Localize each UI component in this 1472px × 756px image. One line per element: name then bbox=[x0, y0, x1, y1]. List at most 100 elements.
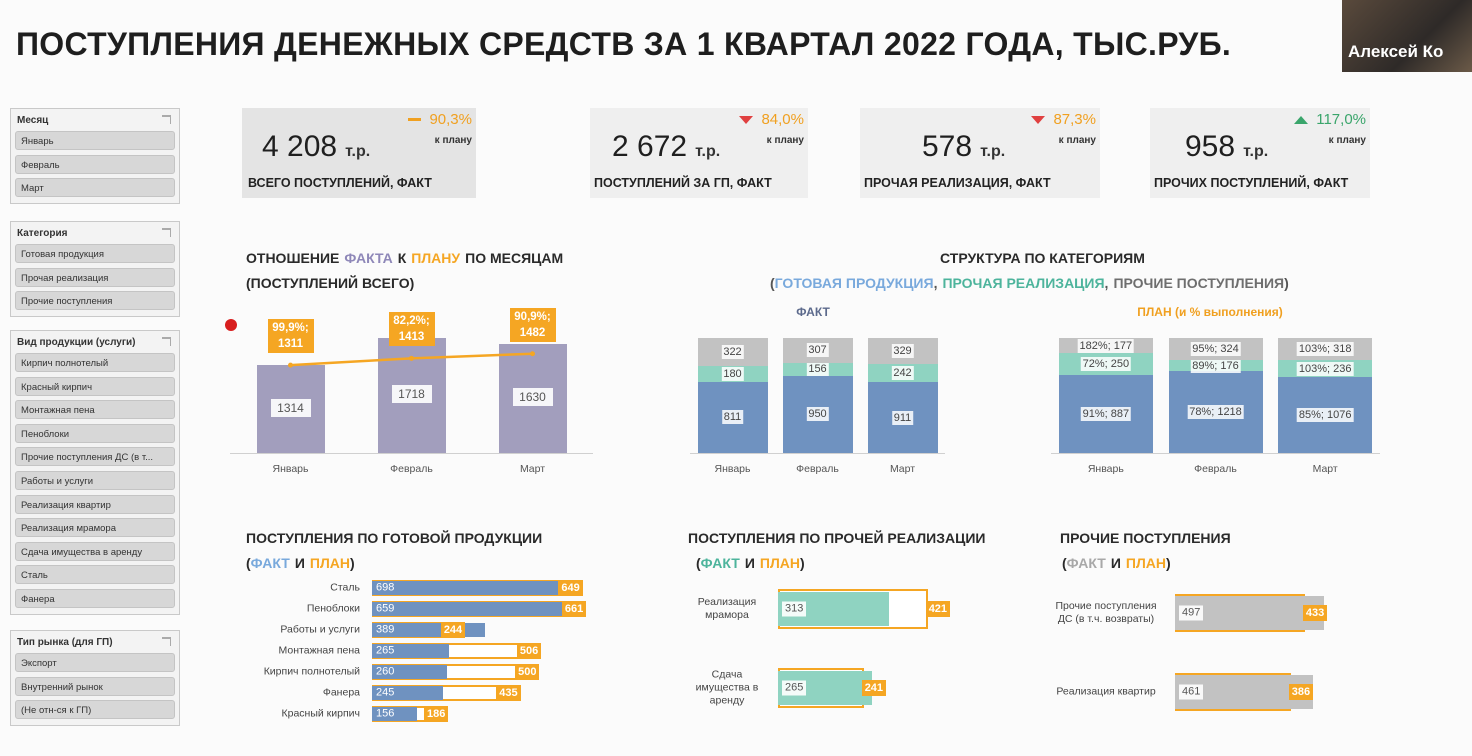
title-part: ПО МЕСЯЦАМ bbox=[465, 250, 564, 266]
page-title: ПОСТУПЛЕНИЯ ДЕНЕЖНЫХ СРЕДСТВ ЗА 1 КВАРТА… bbox=[16, 26, 1232, 62]
trend-icon bbox=[1294, 115, 1309, 124]
data-label: 506 bbox=[516, 643, 542, 659]
chart-subtitle: (ПОСТУПЛЕНИЙ ВСЕГО) bbox=[246, 275, 415, 291]
cursor-dot bbox=[225, 319, 237, 331]
data-label: 698 bbox=[376, 581, 395, 594]
slicer-title: Категория bbox=[11, 225, 179, 244]
data-label: 329 bbox=[891, 343, 914, 358]
y-tick-label: Пеноблоки bbox=[306, 602, 360, 615]
x-tick-label: Февраль bbox=[390, 463, 433, 475]
slicer-item[interactable]: Сдача имущества в аренду bbox=[15, 541, 175, 561]
legend-entry: ПЛАН bbox=[1125, 555, 1166, 571]
filter-icon[interactable] bbox=[162, 115, 171, 124]
kpi-value-group: 4 208 т.р. bbox=[262, 130, 370, 164]
slicer-item[interactable]: Пеноблоки bbox=[15, 423, 175, 443]
kpi-card: 4 208 т.р. 90,3% к плану ВСЕГО ПОСТУПЛЕНИЙ, … bbox=[242, 108, 476, 198]
trend-icon bbox=[408, 118, 422, 121]
slicer-item[interactable]: Прочая реализация bbox=[15, 267, 175, 287]
data-label: 90,9%; 1482 bbox=[509, 307, 556, 342]
kpi-note: к плану bbox=[1328, 135, 1366, 146]
slicer-item[interactable]: Красный кирпич bbox=[15, 376, 175, 396]
slicer-item[interactable]: Март bbox=[15, 178, 175, 198]
kpi-label: ПОСТУПЛЕНИЙ ЗА ГП, ФАКТ bbox=[594, 176, 772, 190]
section-title: СТРУКТУРА ПО КАТЕГОРИЯМ bbox=[940, 250, 1145, 266]
data-label: 386 bbox=[1288, 684, 1314, 700]
chart-title: ПРОЧИЕ ПОСТУПЛЕНИЯ bbox=[1060, 530, 1231, 546]
legend-punct: ( bbox=[770, 275, 775, 291]
filter-icon[interactable] bbox=[162, 228, 171, 237]
data-label: 72%; 250 bbox=[1080, 357, 1132, 372]
kpi-pct-group: 90,3% bbox=[408, 111, 472, 128]
kpi-card: 958 т.р. 117,0% к плану ПРОЧИХ ПОСТУПЛЕНИЙ, … bbox=[1150, 108, 1370, 198]
data-label: 659 bbox=[376, 602, 395, 615]
slicer-item[interactable]: Февраль bbox=[15, 154, 175, 174]
x-tick-label: Март bbox=[519, 463, 546, 475]
kpi-pct: 90,3% bbox=[429, 111, 472, 128]
data-label: 95%; 324 bbox=[1190, 341, 1241, 356]
y-tick-label: Красный кирпич bbox=[281, 707, 361, 720]
title-part: ФАКТА bbox=[344, 250, 393, 266]
legend-punct: ( bbox=[696, 555, 701, 571]
chart-title: ПЛАН (и % выполнения) bbox=[1137, 305, 1283, 319]
kpi-pct-group: 84,0% bbox=[739, 111, 804, 128]
slicer-item[interactable]: Внутренний рынок bbox=[15, 676, 175, 696]
x-tick-label: Январь bbox=[272, 463, 309, 475]
y-tick-label: Монтажная пена bbox=[278, 644, 360, 657]
legend-entry: ПЛАН bbox=[759, 555, 800, 571]
fact-bar bbox=[372, 686, 444, 700]
legend: (ФАКТ И ПЛАН) bbox=[696, 555, 805, 571]
data-label: 661 bbox=[561, 601, 587, 617]
kpi-pct-group: 87,3% bbox=[1031, 111, 1096, 128]
data-label: 78%; 1218 bbox=[1187, 405, 1244, 420]
legend-punct: ( bbox=[1062, 555, 1067, 571]
slicer-item[interactable]: Сталь bbox=[15, 565, 175, 585]
kpi-pct: 84,0% bbox=[761, 111, 804, 128]
x-tick-label: Март bbox=[889, 463, 916, 475]
fact-bar bbox=[372, 707, 418, 721]
kpi-value: 4 208 bbox=[262, 130, 338, 163]
data-label: 85%; 1076 bbox=[1296, 408, 1354, 423]
y-tick-label: Сталь bbox=[330, 581, 360, 594]
data-label: 182%; 177 bbox=[1077, 338, 1135, 353]
data-label: 241 bbox=[861, 680, 887, 696]
y-tick-label: Реализация квартир bbox=[1056, 685, 1156, 698]
slicer-item[interactable]: Реализация квартир bbox=[15, 494, 175, 514]
kpi-value-group: 958 т.р. bbox=[1185, 130, 1268, 164]
x-tick-label: Март bbox=[1312, 463, 1338, 475]
slicer-item[interactable]: (Не отн-ся к ГП) bbox=[15, 700, 175, 720]
data-label: 91%; 887 bbox=[1080, 407, 1132, 422]
slicer-item[interactable]: Готовая продукция bbox=[15, 244, 175, 263]
legend-punct: , bbox=[1104, 275, 1109, 291]
legend-entry: ГОТОВАЯ ПРОДУКЦИЯ bbox=[774, 275, 934, 291]
y-tick-label: Реализация мрамора bbox=[697, 596, 757, 621]
slicer-item[interactable]: Экспорт bbox=[15, 653, 175, 672]
y-tick-label: Работы и услуги bbox=[280, 623, 360, 636]
data-label: 265 bbox=[782, 680, 807, 696]
kpi-note: к плану bbox=[766, 135, 804, 146]
kpi-label: ПРОЧАЯ РЕАЛИЗАЦИЯ, ФАКТ bbox=[864, 176, 1051, 190]
data-label: 421 bbox=[925, 601, 951, 617]
filter-icon[interactable] bbox=[162, 637, 171, 646]
kpi-card: 2 672 т.р. 84,0% к плану ПОСТУПЛЕНИЙ ЗА ГП, … bbox=[590, 108, 808, 198]
slicer-item[interactable]: Монтажная пена bbox=[15, 400, 175, 420]
legend-punct: ( bbox=[246, 555, 251, 571]
data-label: 245 bbox=[376, 686, 395, 699]
slicer-item[interactable]: Прочие поступления ДС (в т... bbox=[15, 447, 175, 467]
slicer-title: Вид продукции (услуги) bbox=[11, 334, 179, 353]
slicer-item[interactable]: Фанера bbox=[15, 588, 175, 608]
slicer-item[interactable]: Январь bbox=[15, 131, 175, 150]
slicer-item[interactable]: Работы и услуги bbox=[15, 470, 175, 490]
data-label: 649 bbox=[558, 580, 583, 596]
kpi-card: 578 т.р. 87,3% к плану ПРОЧАЯ РЕАЛИЗАЦИЯ, ФА… bbox=[860, 108, 1100, 198]
slicer-item[interactable]: Кирпич полнотелый bbox=[15, 353, 175, 372]
legend-punct: ) bbox=[1284, 275, 1289, 291]
chart-title: ПОСТУПЛЕНИЯ ПО ПРОЧЕЙ РЕАЛИЗАЦИИ bbox=[688, 530, 986, 546]
slicer-item[interactable]: Прочие поступления bbox=[15, 291, 175, 311]
filter-icon[interactable] bbox=[162, 337, 171, 346]
axis-line bbox=[230, 453, 593, 454]
slicer-item[interactable]: Реализация мрамора bbox=[15, 518, 175, 538]
y-tick-label: Сдача имущества в аренду bbox=[695, 668, 759, 707]
legend-entry: ФАКТ bbox=[1066, 555, 1106, 571]
legend-punct: ) bbox=[1166, 555, 1171, 571]
